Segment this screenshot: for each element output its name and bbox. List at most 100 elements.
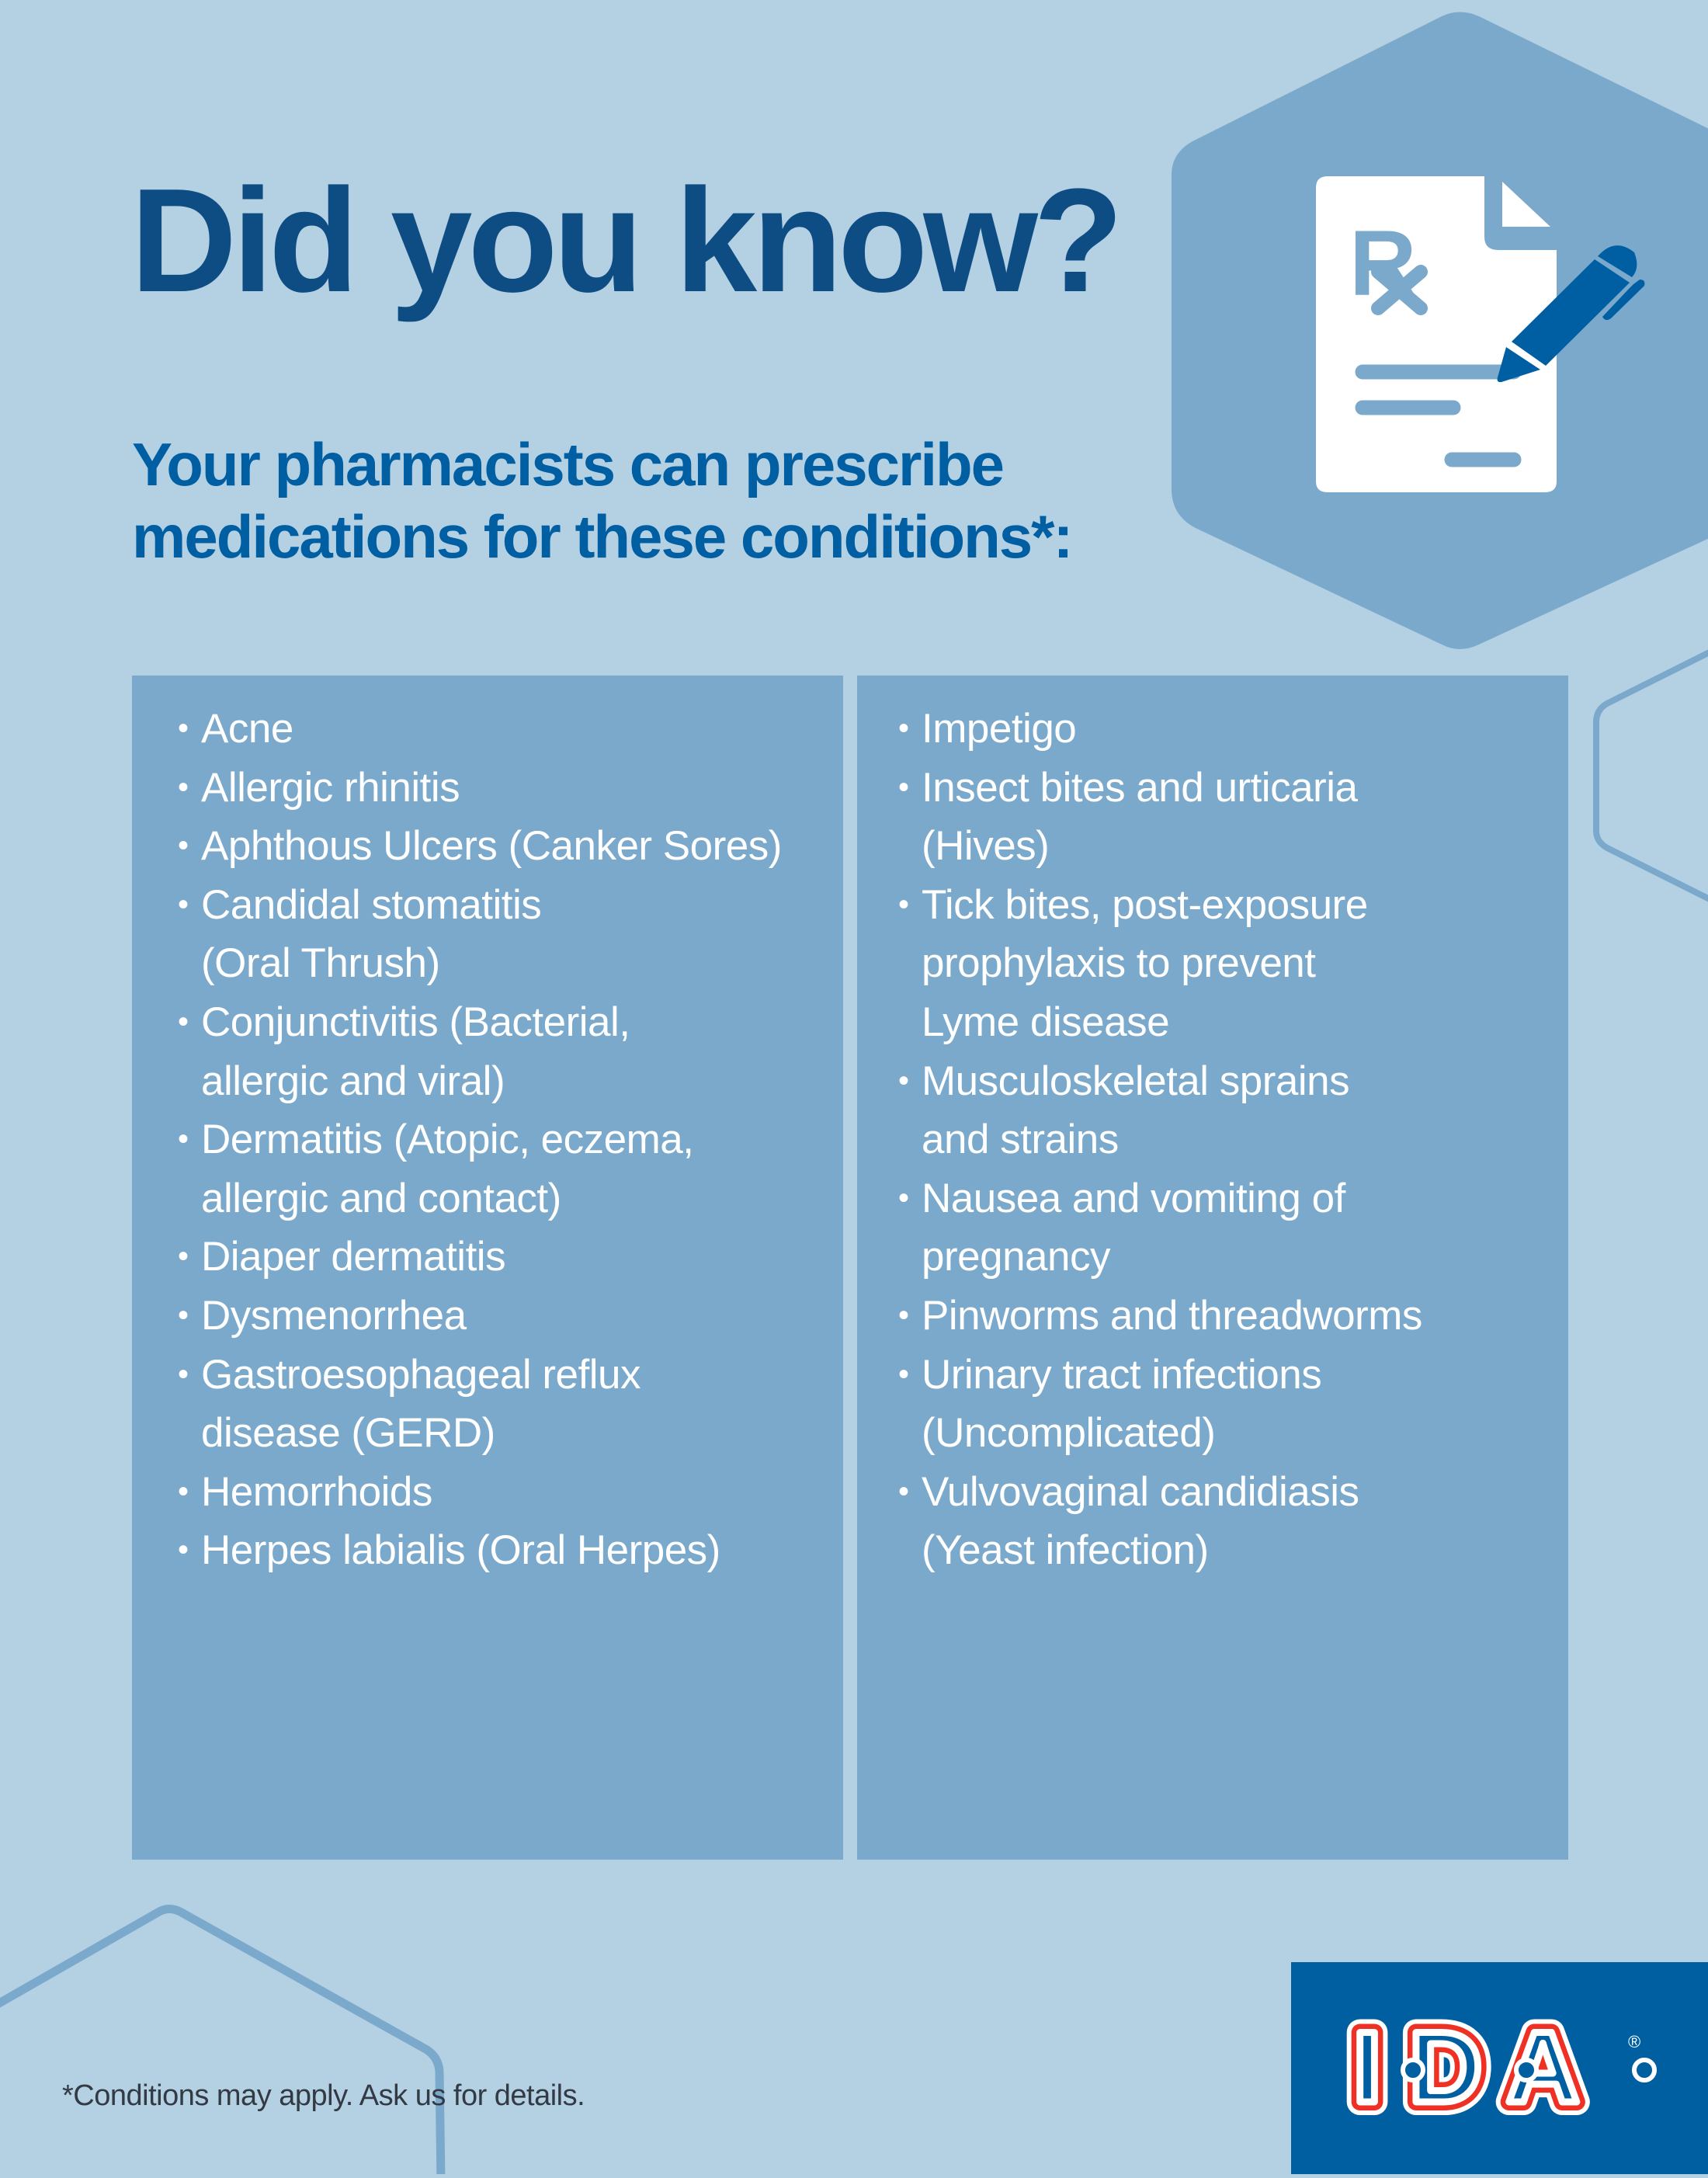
condition-list-item: • Musculoskeletal sprains and strains — [898, 1052, 1568, 1169]
condition-text-line: Musculoskeletal sprains — [922, 1058, 1350, 1104]
condition-list-item: • Candidal stomatitis (Oral Thrush) — [178, 876, 843, 993]
footnote: *Conditions may apply. Ask us for detail… — [62, 2079, 585, 2112]
condition-list-item: • Urinary tract infections (Uncomplicated) — [898, 1346, 1568, 1463]
svg-text:I D A: I D A — [1353, 2010, 1579, 2124]
svg-text:I D A: I D A — [1353, 2010, 1579, 2124]
condition-text: Diaper dermatitis — [201, 1228, 506, 1287]
condition-text: Dermatitis (Atopic, eczema, allergic and … — [201, 1110, 694, 1228]
prescription-document-icon: R — [1316, 176, 1557, 492]
condition-text-line: allergic and viral) — [201, 1058, 505, 1104]
condition-text: Aphthous Ulcers (Canker Sores) — [201, 817, 782, 876]
condition-list-item: • Insect bites and urticaria (Hives) — [898, 759, 1568, 876]
condition-text-line: Vulvovaginal candidiasis — [922, 1468, 1359, 1515]
bullet-icon: • — [178, 1474, 189, 1509]
bullet-icon: • — [178, 1533, 189, 1568]
condition-text-line: (Oral Thrush) — [201, 940, 440, 987]
condition-list-item: • Conjunctivitis (Bacterial, allergic and … — [178, 993, 843, 1110]
bullet-icon: • — [178, 1356, 189, 1391]
bullet-icon: • — [898, 711, 909, 745]
hexagon-outline-right — [1593, 649, 1708, 902]
condition-list-item: • Nausea and vomiting of pregnancy — [898, 1169, 1568, 1287]
condition-list-item: • Gastroesophageal reflux disease (GERD) — [178, 1346, 843, 1463]
condition-text-line: Hemorrhoids — [201, 1468, 432, 1515]
bullet-icon: • — [898, 1063, 909, 1098]
condition-text-line: and strains — [922, 1117, 1119, 1163]
condition-text-line: Insect bites and urticaria — [922, 764, 1358, 811]
condition-text-line: Dysmenorrhea — [201, 1292, 467, 1339]
condition-text: Urinary tract infections (Uncomplicated) — [922, 1346, 1322, 1463]
condition-text-line: Diaper dermatitis — [201, 1234, 506, 1280]
condition-text: Dysmenorrhea — [201, 1287, 467, 1346]
condition-list-item: • Herpes labialis (Oral Herpes) — [178, 1521, 843, 1580]
subtitle-line: medications for these conditions*: — [132, 502, 1074, 571]
bullet-icon: • — [178, 1122, 189, 1157]
condition-text-line: Acne — [201, 706, 293, 752]
ida-logo-mark: I D A I D A I D A ® — [1340, 1997, 1657, 2137]
condition-text: Nausea and vomiting of pregnancy — [922, 1169, 1345, 1287]
condition-text: Gastroesophageal reflux disease (GERD) — [201, 1346, 640, 1463]
condition-text-line: Herpes labialis (Oral Herpes) — [201, 1527, 720, 1574]
condition-text: Pinworms and threadworms — [922, 1287, 1422, 1346]
bullet-icon: • — [898, 1356, 909, 1391]
svg-text:I D A: I D A — [1353, 2010, 1579, 2124]
condition-text-line: Gastroesophageal reflux — [201, 1351, 640, 1398]
condition-list-item: • Aphthous Ulcers (Canker Sores) — [178, 817, 843, 876]
condition-list-item: • Hemorrhoids — [178, 1463, 843, 1522]
condition-text-line: Dermatitis (Atopic, eczema, — [201, 1117, 694, 1163]
condition-list-item: • Vulvovaginal candidiasis (Yeast infectio… — [898, 1463, 1568, 1580]
registered-mark: ® — [1628, 2032, 1640, 2051]
condition-text-line: allergic and contact) — [201, 1175, 561, 1221]
condition-text-line: Conjunctivitis (Bacterial, — [201, 999, 630, 1045]
condition-text: Acne — [201, 700, 293, 759]
condition-list-item: • Tick bites, post-exposure prophylaxis to… — [898, 876, 1568, 1052]
condition-list-item: • Pinworms and threadworms — [898, 1287, 1568, 1346]
condition-list-item: • Dermatitis (Atopic, eczema, allergic and… — [178, 1110, 843, 1228]
condition-text: Musculoskeletal sprains and strains — [922, 1052, 1350, 1169]
pen-icon — [1497, 245, 1645, 383]
condition-text: Vulvovaginal candidiasis (Yeast infection… — [922, 1463, 1359, 1580]
condition-text: Conjunctivitis (Bacterial, allergic and v… — [201, 993, 630, 1110]
condition-list-item: • Dysmenorrhea — [178, 1287, 843, 1346]
bullet-icon: • — [178, 1239, 189, 1274]
subtitle: Your pharmacists can prescribe medicatio… — [132, 429, 1074, 573]
condition-text: Candidal stomatitis (Oral Thrush) — [201, 876, 542, 993]
ida-logo: I D A I D A I D A ® — [1291, 1962, 1708, 2174]
bullet-icon: • — [898, 1297, 909, 1332]
bullet-icon: • — [178, 1004, 189, 1039]
condition-text-line: Pinworms and threadworms — [922, 1292, 1422, 1339]
condition-text-line: Allergic rhinitis — [201, 764, 460, 811]
bullet-icon: • — [178, 711, 189, 745]
condition-text: Hemorrhoids — [201, 1463, 432, 1522]
bullet-icon: • — [898, 887, 909, 922]
condition-text-line: prophylaxis to prevent — [922, 940, 1316, 987]
condition-text: Impetigo — [922, 700, 1077, 759]
condition-text: Insect bites and urticaria (Hives) — [922, 759, 1358, 876]
page-title: Did you know? — [130, 158, 1123, 323]
condition-text-line: Lyme disease — [922, 999, 1170, 1045]
condition-list-item: • Allergic rhinitis — [178, 759, 843, 818]
condition-text-line: Aphthous Ulcers (Canker Sores) — [201, 823, 782, 870]
subtitle-line: Your pharmacists can prescribe — [132, 430, 1005, 498]
conditions-list-right: • Impetigo • Insect bites and urticaria (Hiv… — [857, 676, 1568, 1860]
condition-text-line: (Yeast infection) — [922, 1527, 1209, 1574]
condition-text: Tick bites, post-exposure prophylaxis to … — [922, 876, 1368, 1052]
condition-text-line: (Hives) — [922, 823, 1050, 870]
hexagon-outline-bottom — [0, 1905, 446, 2174]
condition-text-line: Nausea and vomiting of — [922, 1175, 1345, 1221]
condition-text-line: Candidal stomatitis — [201, 881, 542, 928]
bullet-icon: • — [898, 769, 909, 804]
bullet-icon: • — [898, 1474, 909, 1509]
condition-text-line: Tick bites, post-exposure — [922, 881, 1368, 928]
bullet-icon: • — [898, 1180, 909, 1215]
condition-text-line: pregnancy — [922, 1234, 1111, 1280]
bullet-icon: • — [178, 769, 189, 804]
condition-text: Herpes labialis (Oral Herpes) — [201, 1521, 720, 1580]
condition-text-line: Impetigo — [922, 706, 1077, 752]
bullet-icon: • — [178, 1297, 189, 1332]
condition-list-item: • Acne — [178, 700, 843, 759]
conditions-list-left: • Acne • Allergic rhinitis • Aphthous Ulcers … — [132, 676, 843, 1860]
condition-text-line: Urinary tract infections — [922, 1351, 1322, 1398]
bullet-icon: • — [178, 828, 189, 863]
condition-list-item: • Impetigo — [898, 700, 1568, 759]
